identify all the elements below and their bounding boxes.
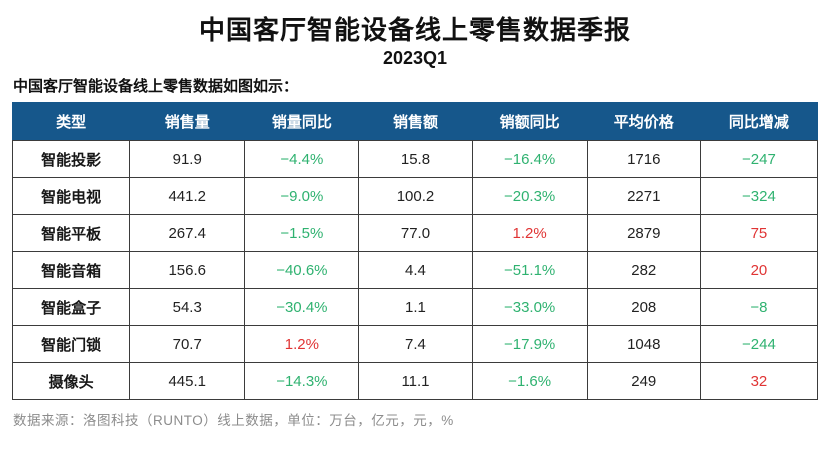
- column-header: 平均价格: [586, 102, 701, 141]
- table-cell: −16.4%: [471, 140, 588, 178]
- table-row: 智能音箱 156.6 −40.6% 4.4 −51.1% 282 20: [11, 251, 819, 289]
- row-label: 智能音箱: [11, 251, 131, 289]
- table-cell: 2271: [586, 177, 701, 215]
- row-label: 智能电视: [11, 177, 131, 215]
- table-cell: 100.2: [358, 177, 473, 215]
- row-label: 智能门锁: [11, 325, 131, 363]
- table-cell: 1048: [586, 325, 701, 363]
- row-label: 智能投影: [11, 140, 131, 178]
- table-cell: −20.3%: [471, 177, 588, 215]
- table-cell: 2879: [586, 214, 701, 252]
- table-cell: 208: [586, 288, 701, 326]
- table-cell: 445.1: [129, 362, 246, 400]
- table-cell: 282: [586, 251, 701, 289]
- table-cell: 75: [699, 214, 819, 252]
- table-header-row: 类型 销售量 销量同比 销售额 销额同比 平均价格 同比增减: [11, 102, 819, 141]
- table-cell: −51.1%: [471, 251, 588, 289]
- column-header: 销售量: [129, 102, 246, 141]
- table-cell: 11.1: [358, 362, 473, 400]
- retail-data-table: 类型 销售量 销量同比 销售额 销额同比 平均价格 同比增减 智能投影 91.9 −4.4% 15…: [11, 102, 819, 400]
- column-header: 类型: [11, 102, 131, 141]
- row-label: 智能平板: [11, 214, 131, 252]
- source-note: 数据来源：洛图科技（RUNTO）线上数据，单位：万台，亿元，元，%: [13, 413, 454, 428]
- row-label: 摄像头: [11, 362, 131, 400]
- table-cell: 267.4: [129, 214, 246, 252]
- table-cell: 91.9: [129, 140, 246, 178]
- table-cell: 20: [699, 251, 819, 289]
- table-row: 智能投影 91.9 −4.4% 15.8 −16.4% 1716 −247: [11, 140, 819, 178]
- table-row: 智能电视 441.2 −9.0% 100.2 −20.3% 2271 −324: [11, 177, 819, 215]
- table-cell: 441.2: [129, 177, 246, 215]
- table-row: 摄像头 445.1 −14.3% 11.1 −1.6% 249 32: [11, 362, 819, 400]
- table-cell: −14.3%: [244, 362, 360, 400]
- table-cell: −1.6%: [471, 362, 588, 400]
- table-cell: 1.1: [358, 288, 473, 326]
- table-cell: 1.2%: [471, 214, 588, 252]
- table-cell: 4.4: [358, 251, 473, 289]
- table-cell: 249: [586, 362, 701, 400]
- table-cell: −1.5%: [244, 214, 360, 252]
- table-cell: −8: [699, 288, 819, 326]
- table-cell: 1716: [586, 140, 701, 178]
- column-header: 同比增减: [699, 102, 819, 141]
- table-cell: −324: [699, 177, 819, 215]
- table-cell: −17.9%: [471, 325, 588, 363]
- table-cell: 32: [699, 362, 819, 400]
- report-page: 中国客厅智能设备线上零售数据季报 2023Q1 中国客厅智能设备线上零售数据如图…: [0, 14, 830, 454]
- table-cell: 54.3: [129, 288, 246, 326]
- row-label: 智能盒子: [11, 288, 131, 326]
- table-cell: 156.6: [129, 251, 246, 289]
- table-cell: −9.0%: [244, 177, 360, 215]
- column-header: 销量同比: [244, 102, 360, 141]
- column-header: 销额同比: [471, 102, 588, 141]
- table-row: 智能盒子 54.3 −30.4% 1.1 −33.0% 208 −8: [11, 288, 819, 326]
- table-cell: 1.2%: [244, 325, 360, 363]
- table-cell: −4.4%: [244, 140, 360, 178]
- intro-text: 中国客厅智能设备线上零售数据如图如示：: [13, 78, 299, 95]
- table-cell: 77.0: [358, 214, 473, 252]
- table-cell: −247: [699, 140, 819, 178]
- table-cell: 70.7: [129, 325, 246, 363]
- table-row: 智能平板 267.4 −1.5% 77.0 1.2% 2879 75: [11, 214, 819, 252]
- table-cell: −40.6%: [244, 251, 360, 289]
- table-cell: −33.0%: [471, 288, 588, 326]
- table-cell: 15.8: [358, 140, 473, 178]
- table-cell: −244: [699, 325, 819, 363]
- table-cell: 7.4: [358, 325, 473, 363]
- table-cell: −30.4%: [244, 288, 360, 326]
- page-subtitle: 2023Q1: [382, 48, 448, 68]
- column-header: 销售额: [358, 102, 473, 141]
- table-row: 智能门锁 70.7 1.2% 7.4 −17.9% 1048 −244: [11, 325, 819, 363]
- page-title: 中国客厅智能设备线上零售数据季报: [198, 15, 631, 45]
